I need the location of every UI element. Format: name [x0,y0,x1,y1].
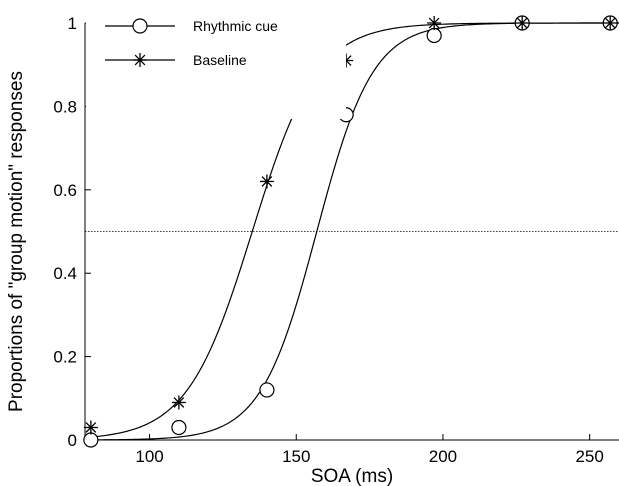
y-tick-label: 0.4 [53,264,77,283]
point-asterisk [427,16,442,30]
point-asterisk [603,16,618,30]
y-tick-label: 0.6 [53,181,77,200]
y-tick-label: 0.2 [53,348,77,367]
legend: Rhythmic cue Baseline [86,6,346,119]
y-tick-label: 0.8 [53,97,77,116]
y-tick-label: 1 [68,14,77,33]
point-asterisk [171,395,186,410]
point-asterisk [515,16,530,30]
point-circle [171,419,187,436]
point-asterisk [83,420,98,435]
legend-box [86,6,346,119]
y-tick-label: 0 [68,431,77,450]
point-circle [83,432,99,448]
point-circle [426,27,442,44]
legend-marker-asterisk [133,53,147,67]
legend-marker-circle [132,18,148,34]
x-axis-label: SOA (ms) [311,466,393,486]
point-asterisk [259,174,274,189]
legend-label: Baseline [193,52,247,68]
x-tick-label: 200 [429,447,457,466]
x-tick-label: 250 [575,447,603,466]
x-tick-label: 150 [282,447,310,466]
fit-curve-asterisk [84,22,619,439]
y-axis-label: Proportions of "group motion" responses [6,71,27,412]
legend-label: Rhythmic cue [193,18,278,34]
x-tick-label: 100 [135,447,163,466]
point-circle [259,382,275,398]
